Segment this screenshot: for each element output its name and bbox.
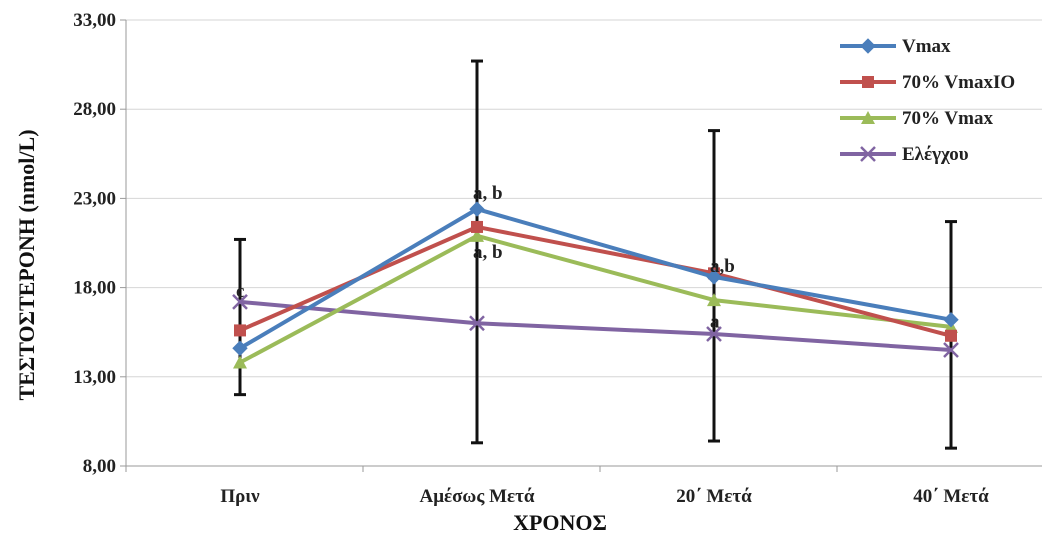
- legend-label: 70% VmaxIO: [902, 72, 1015, 93]
- x-tick-label: Αμέσως Μετά: [419, 486, 534, 507]
- y-tick-label: 8,00: [83, 456, 116, 477]
- data-point: [471, 220, 483, 233]
- y-tick-label: 13,00: [73, 367, 116, 388]
- legend-marker: [860, 146, 876, 162]
- data-point: [232, 293, 248, 310]
- data-point: [707, 293, 721, 307]
- legend-label: 70% Vmax: [902, 108, 993, 129]
- data-point: [943, 312, 959, 328]
- data-point: [232, 340, 248, 356]
- data-point: [943, 342, 959, 358]
- data-point: [234, 324, 246, 337]
- series-line: [239, 299, 952, 353]
- legend: Vmax 70% VmaxIO 70% Vmax Ελέγχου: [840, 36, 1015, 165]
- y-tick-label: 28,00: [73, 99, 116, 120]
- legend-label: Vmax: [902, 36, 951, 57]
- y-tick-label: 23,00: [73, 188, 116, 209]
- marker-x-stroke: [943, 342, 959, 358]
- data-point: [706, 326, 722, 342]
- legend-marker: [860, 38, 876, 54]
- marker-x-stroke: [860, 146, 876, 162]
- legend-marker: [862, 76, 874, 88]
- marker-x-stroke: [232, 293, 248, 310]
- significance-label: a, b: [473, 183, 503, 204]
- y-axis-title: ΤΕΣΤΟΣΤΕΡΟΝΗ (nmol/L): [14, 129, 39, 400]
- legend-label: Ελέγχου: [902, 144, 969, 165]
- marker-x-stroke: [706, 326, 722, 342]
- error-bars: [234, 59, 957, 450]
- data-point: [233, 355, 247, 369]
- series-line: [238, 207, 952, 350]
- axes: 8,00 13,00 18,00 23,00 28,00 33,00 Πριν Αμέσως …: [73, 10, 1042, 507]
- series-lines: [232, 201, 959, 369]
- significance-label: c: [236, 281, 244, 302]
- significance-label: a,b: [710, 256, 735, 277]
- data-point: [470, 228, 484, 242]
- data-point: [469, 315, 485, 332]
- data-point: [706, 269, 722, 285]
- y-tick-label: 18,00: [73, 278, 116, 299]
- x-tick-label: 40΄ Μετά: [913, 486, 989, 507]
- data-point: [469, 201, 485, 217]
- y-tick-label: 33,00: [73, 10, 116, 31]
- annotations: c a, b a, b a,b a: [236, 183, 735, 332]
- x-tick-label: Πριν: [220, 486, 260, 507]
- significance-label: a: [710, 311, 720, 332]
- x-tick-label: 20΄ Μετά: [676, 486, 752, 507]
- significance-label: a, b: [473, 242, 503, 263]
- data-point: [945, 329, 957, 342]
- x-axis-title: ΧΡΟΝΟΣ: [513, 510, 607, 535]
- series-line: [239, 233, 952, 365]
- marker-x-stroke: [469, 315, 485, 332]
- legend-marker: [861, 111, 875, 124]
